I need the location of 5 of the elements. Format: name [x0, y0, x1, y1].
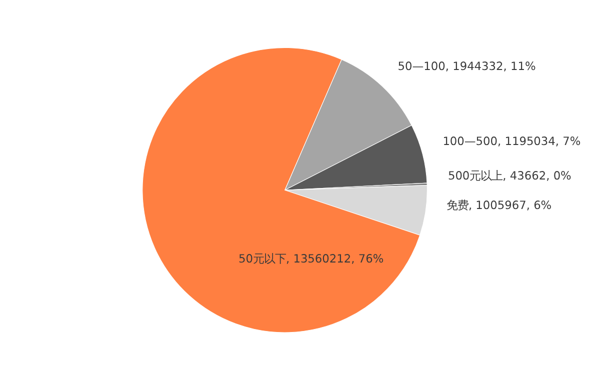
slice-label: 50—100, 1944332, 11% [398, 59, 536, 74]
slice-label: 50元以下, 13560212, 76% [238, 252, 384, 266]
slice-label: 500元以上, 43662, 0% [448, 168, 572, 183]
slice-label: 100—500, 1195034, 7% [442, 134, 581, 148]
slice-label: 免费, 1005967, 6% [446, 198, 552, 212]
